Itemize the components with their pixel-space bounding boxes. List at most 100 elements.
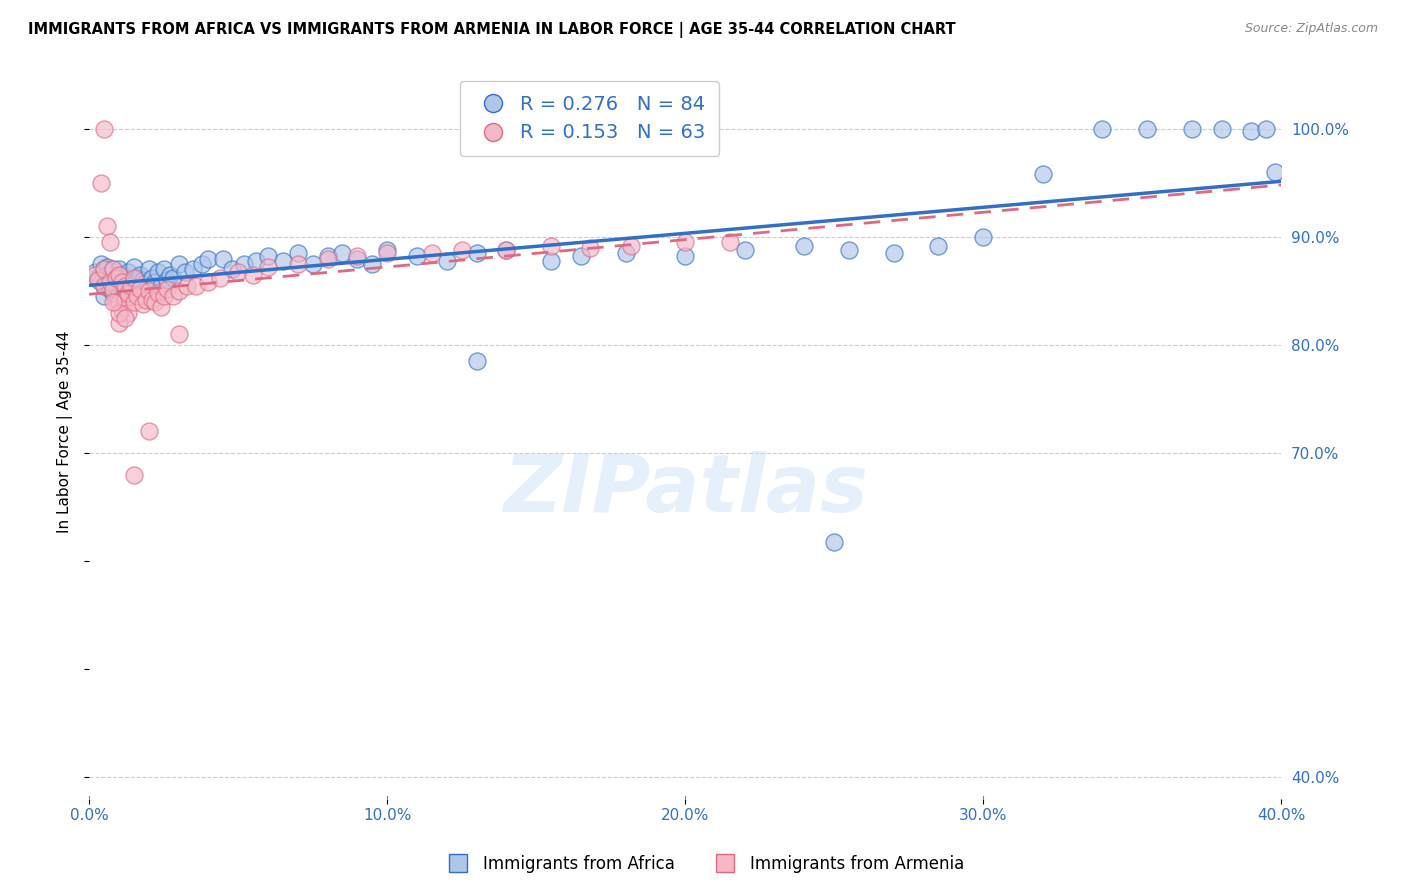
Point: [156, 273, 179, 287]
Point: [93, 121, 115, 136]
Point: [578, 241, 600, 255]
Point: [332, 246, 354, 260]
Point: [122, 275, 145, 289]
Point: [1240, 124, 1263, 138]
Point: [111, 268, 134, 282]
Point: [620, 238, 643, 252]
Point: [927, 238, 949, 252]
Point: [114, 310, 136, 325]
Point: [152, 289, 174, 303]
Text: ZIPatlas: ZIPatlas: [502, 451, 868, 529]
Point: [242, 268, 264, 282]
Point: [197, 275, 219, 289]
Point: [101, 286, 124, 301]
Point: [465, 354, 488, 368]
Point: [98, 273, 121, 287]
Point: [1136, 121, 1159, 136]
Legend: R = 0.276   N = 84, R = 0.153   N = 63: R = 0.276 N = 84, R = 0.153 N = 63: [460, 81, 720, 156]
Point: [104, 278, 127, 293]
Point: [540, 238, 562, 252]
Point: [375, 246, 398, 260]
Point: [1264, 165, 1286, 179]
Point: [823, 534, 845, 549]
Point: [162, 271, 184, 285]
Point: [1256, 121, 1278, 136]
Point: [146, 286, 169, 301]
Point: [301, 257, 323, 271]
Point: [128, 282, 150, 296]
Point: [540, 253, 562, 268]
Point: [122, 260, 145, 275]
Point: [673, 235, 696, 250]
Point: [128, 268, 150, 282]
Point: [132, 273, 155, 287]
Point: [141, 271, 163, 285]
Point: [212, 252, 235, 266]
Point: [143, 275, 166, 289]
Point: [233, 257, 256, 271]
Point: [93, 262, 115, 277]
Point: [614, 246, 637, 260]
Point: [98, 282, 121, 296]
Point: [1181, 121, 1204, 136]
Point: [96, 268, 118, 282]
Point: [271, 253, 294, 268]
Point: [93, 262, 115, 277]
Point: [111, 278, 134, 293]
Point: [245, 253, 267, 268]
Point: [108, 305, 131, 319]
Point: [287, 246, 309, 260]
Point: [138, 425, 160, 439]
Y-axis label: In Labor Force | Age 35-44: In Labor Force | Age 35-44: [58, 330, 73, 533]
Point: [346, 252, 368, 266]
Point: [93, 278, 115, 293]
Point: [883, 246, 905, 260]
Point: [495, 243, 517, 257]
Point: [197, 252, 219, 266]
Point: [465, 246, 488, 260]
Point: [420, 246, 443, 260]
Point: [120, 273, 142, 287]
Point: [108, 262, 131, 277]
Text: Source: ZipAtlas.com: Source: ZipAtlas.com: [1244, 22, 1378, 36]
Point: [793, 238, 815, 252]
Point: [135, 275, 157, 289]
Point: [287, 257, 309, 271]
Point: [125, 271, 148, 285]
Point: [93, 278, 115, 293]
Point: [101, 262, 124, 277]
Point: [90, 257, 112, 271]
Point: [87, 271, 110, 285]
Point: [114, 284, 136, 298]
Point: [173, 264, 195, 278]
Point: [146, 264, 169, 278]
Point: [450, 243, 472, 257]
Text: IMMIGRANTS FROM AFRICA VS IMMIGRANTS FROM ARMENIA IN LABOR FORCE | AGE 35-44 COR: IMMIGRANTS FROM AFRICA VS IMMIGRANTS FRO…: [28, 22, 956, 38]
Point: [226, 264, 249, 278]
Point: [104, 271, 127, 285]
Point: [1032, 167, 1054, 181]
Point: [104, 294, 127, 309]
Point: [162, 289, 184, 303]
Point: [406, 249, 429, 263]
Point: [167, 327, 190, 342]
Point: [96, 219, 118, 234]
Point: [316, 252, 339, 266]
Point: [167, 257, 190, 271]
Point: [122, 271, 145, 285]
Point: [122, 467, 145, 482]
Point: [114, 278, 136, 293]
Point: [111, 275, 134, 289]
Point: [152, 262, 174, 277]
Point: [84, 264, 107, 278]
Point: [84, 268, 107, 282]
Point: [138, 284, 160, 298]
Point: [734, 243, 756, 257]
Point: [149, 278, 172, 293]
Point: [167, 284, 190, 298]
Point: [87, 273, 110, 287]
Point: [96, 260, 118, 275]
Point: [98, 275, 121, 289]
Point: [96, 275, 118, 289]
Point: [346, 249, 368, 263]
